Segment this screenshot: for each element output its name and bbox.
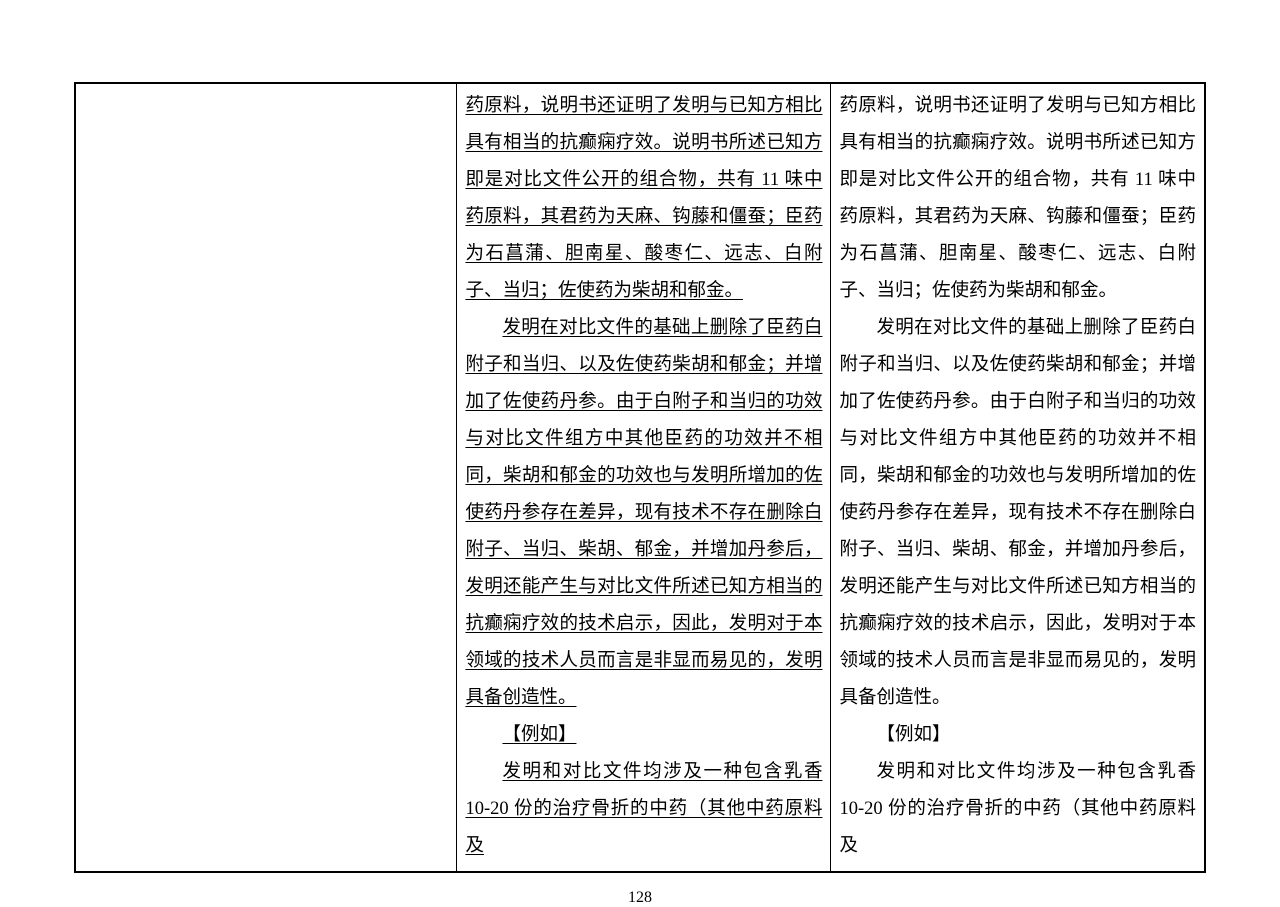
table-cell-column-3: 药原料，说明书还证明了发明与已知方相比具有相当的抗癫痫疗效。说明书所述已知方即是… xyxy=(831,83,1205,872)
col3-paragraph-2: 发明在对比文件的基础上删除了臣药白附子和当归、以及佐使药柴胡和郁金；并增加了佐使… xyxy=(839,310,1196,717)
col2-paragraph-4: 发明和对比文件均涉及一种包含乳香 10-20 份的治疗骨折的中药（其他中药原料及 xyxy=(465,754,822,865)
comparison-table: 药原料，说明书还证明了发明与已知方相比具有相当的抗癫痫疗效。说明书所述已知方即是… xyxy=(74,82,1206,873)
table-cell-column-2: 药原料，说明书还证明了发明与已知方相比具有相当的抗癫痫疗效。说明书所述已知方即是… xyxy=(457,83,831,872)
col2-paragraph-2: 发明在对比文件的基础上删除了臣药白附子和当归、以及佐使药柴胡和郁金；并增加了佐使… xyxy=(465,310,822,717)
table-cell-column-1 xyxy=(75,83,457,872)
col2-example-label: 【例如】 xyxy=(465,717,822,754)
page-container: 药原料，说明书还证明了发明与已知方相比具有相当的抗癫痫疗效。说明书所述已知方即是… xyxy=(0,0,1280,907)
page-number: 128 xyxy=(74,889,1206,907)
col3-paragraph-4: 发明和对比文件均涉及一种包含乳香 10-20 份的治疗骨折的中药（其他中药原料及 xyxy=(839,754,1196,865)
col3-paragraph-1: 药原料，说明书还证明了发明与已知方相比具有相当的抗癫痫疗效。说明书所述已知方即是… xyxy=(839,88,1196,310)
table-row: 药原料，说明书还证明了发明与已知方相比具有相当的抗癫痫疗效。说明书所述已知方即是… xyxy=(75,83,1205,872)
col2-paragraph-1: 药原料，说明书还证明了发明与已知方相比具有相当的抗癫痫疗效。说明书所述已知方即是… xyxy=(465,88,822,310)
col3-example-label: 【例如】 xyxy=(839,717,1196,754)
